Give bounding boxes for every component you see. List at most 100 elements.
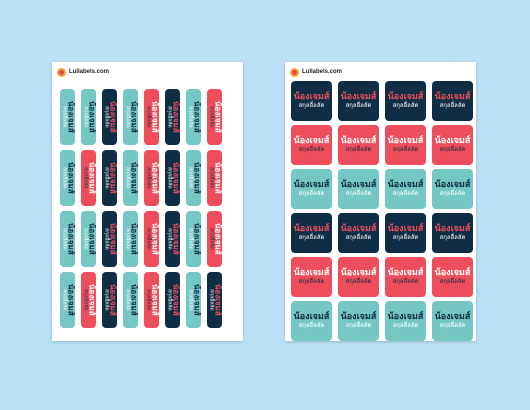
label-nickname: น้องเจมส์	[340, 92, 377, 103]
label-surname: สกุลอื่ลลัด	[165, 167, 172, 189]
label-nickname: น้องเจมส์	[293, 136, 330, 147]
name-label: น้องเจมส์ สกุลอื่ลลัด	[207, 89, 222, 145]
name-label: น้องเจมส์ สกุลอื่ลลัด	[432, 213, 473, 253]
label-nickname: น้องเจมส์	[434, 136, 471, 147]
name-label: น้องเจมส์ สกุลอื่ลลัด	[385, 213, 426, 253]
label-surname: สกุลอื่ลลัด	[207, 106, 214, 128]
name-label: น้องเจมส์ สกุลอื่ลลัด	[165, 272, 180, 328]
name-label: น้องเจมส์ สกุลอื่ลลัด	[385, 169, 426, 209]
label-surname: สกุลอื่ลลัด	[392, 277, 419, 285]
name-label: น้องเจมส์ สกุลอื่ลลัด	[338, 213, 379, 253]
name-label: น้องเจมส์ สกุลอื่ลลัด	[60, 150, 75, 206]
name-label: น้องเจมส์ สกุลอื่ลลัด	[338, 81, 379, 121]
label-nickname: น้องเจมส์	[340, 136, 377, 147]
label-nickname: น้องเจมส์	[293, 92, 330, 103]
label-surname: สกุลอื่ลลัด	[165, 228, 172, 250]
name-label: น้องเจมส์ สกุลอื่ลลัด	[338, 169, 379, 209]
label-nickname: น้องเจมส์	[293, 268, 330, 279]
label-nickname: น้องเจมส์	[434, 268, 471, 279]
brand-header: Lullabels.com	[57, 67, 109, 77]
name-label: น้องเจมส์ สกุลอื่ลลัด	[102, 150, 117, 206]
label-surname: สกุลอื่ลลัด	[392, 145, 419, 153]
square-label-grid: น้องเจมส์ สกุลอื่ลลัด น้องเจมส์ สกุลอื่ลลัด…	[291, 81, 473, 341]
sticker-sheet-vertical: Lullabels.com น้องเจมส์ สกุลอื่ลลัด น้องเจ…	[52, 62, 243, 341]
label-surname: สกุลอื่ลลัด	[345, 101, 372, 109]
label-surname: สกุลอื่ลลัด	[60, 228, 67, 250]
name-label: น้องเจมส์ สกุลอื่ลลัด	[432, 169, 473, 209]
label-surname: สกุลอื่ลลัด	[439, 321, 466, 329]
label-surname: สกุลอื่ลลัด	[81, 228, 88, 250]
label-nickname: น้องเจมส์	[340, 180, 377, 191]
label-nickname: น้องเจมส์	[340, 312, 377, 323]
label-surname: สกุลอื่ลลัด	[123, 228, 130, 250]
name-label: น้องเจมส์ สกุลอื่ลลัด	[123, 272, 138, 328]
label-surname: สกุลอื่ลลัด	[81, 289, 88, 311]
label-nickname: น้องเจมส์	[434, 312, 471, 323]
name-label: น้องเจมส์ สกุลอื่ลลัด	[338, 301, 379, 341]
label-surname: สกุลอื่ลลัด	[345, 189, 372, 197]
label-surname: สกุลอื่ลลัด	[298, 101, 325, 109]
name-label: น้องเจมส์ สกุลอื่ลลัด	[144, 211, 159, 267]
label-surname: สกุลอื่ลลัด	[345, 277, 372, 285]
name-label: น้องเจมส์ สกุลอื่ลลัด	[81, 211, 96, 267]
label-surname: สกุลอื่ลลัด	[81, 106, 88, 128]
vertical-label-grid: น้องเจมส์ สกุลอื่ลลัด น้องเจมส์ สกุลอื่ลลัด…	[60, 89, 222, 328]
label-surname: สกุลอื่ลลัด	[207, 228, 214, 250]
sticker-sheet-square: Lullabels.com น้องเจมส์ สกุลอื่ลลัด น้องเจ…	[285, 62, 476, 341]
name-label: น้องเจมส์ สกุลอื่ลลัด	[60, 89, 75, 145]
label-surname: สกุลอื่ลลัด	[298, 233, 325, 241]
label-nickname: น้องเจมส์	[387, 92, 424, 103]
label-nickname: น้องเจมส์	[387, 224, 424, 235]
name-label: น้องเจมส์ สกุลอื่ลลัด	[186, 211, 201, 267]
label-surname: สกุลอื่ลลัด	[102, 228, 109, 250]
label-surname: สกุลอื่ลลัด	[123, 106, 130, 128]
label-surname: สกุลอื่ลลัด	[81, 167, 88, 189]
brand-name: Lullabels.com	[302, 69, 343, 75]
label-surname: สกุลอื่ลลัด	[298, 145, 325, 153]
label-surname: สกุลอื่ลลัด	[144, 167, 151, 189]
label-surname: สกุลอื่ลลัด	[165, 289, 172, 311]
name-label: น้องเจมส์ สกุลอื่ลลัด	[165, 211, 180, 267]
label-surname: สกุลอื่ลลัด	[298, 189, 325, 197]
label-nickname: น้องเจมส์	[293, 224, 330, 235]
label-surname: สกุลอื่ลลัด	[102, 289, 109, 311]
label-nickname: น้องเจมส์	[340, 268, 377, 279]
name-label: น้องเจมส์ สกุลอื่ลลัด	[207, 211, 222, 267]
label-surname: สกุลอื่ลลัด	[186, 106, 193, 128]
name-label: น้องเจมส์ สกุลอื่ลลัด	[207, 272, 222, 328]
name-label: น้องเจมส์ สกุลอื่ลลัด	[102, 89, 117, 145]
name-label: น้องเจมส์ สกุลอื่ลลัด	[102, 211, 117, 267]
label-surname: สกุลอื่ลลัด	[60, 167, 67, 189]
label-nickname: น้องเจมส์	[293, 180, 330, 191]
name-label: น้องเจมส์ สกุลอื่ลลัด	[291, 257, 332, 297]
label-surname: สกุลอื่ลลัด	[186, 167, 193, 189]
label-nickname: น้องเจมส์	[434, 92, 471, 103]
brand-logo-icon	[57, 67, 66, 77]
name-label: น้องเจมส์ สกุลอื่ลลัด	[81, 89, 96, 145]
label-surname: สกุลอื่ลลัด	[186, 289, 193, 311]
label-surname: สกุลอื่ลลัด	[102, 167, 109, 189]
label-surname: สกุลอื่ลลัด	[392, 321, 419, 329]
name-label: น้องเจมส์ สกุลอื่ลลัด	[144, 272, 159, 328]
label-surname: สกุลอื่ลลัด	[392, 233, 419, 241]
name-label: น้องเจมส์ สกุลอื่ลลัด	[432, 81, 473, 121]
name-label: น้องเจมส์ สกุลอื่ลลัด	[338, 125, 379, 165]
label-nickname: น้องเจมส์	[387, 312, 424, 323]
label-nickname: น้องเจมส์	[387, 268, 424, 279]
name-label: น้องเจมส์ สกุลอื่ลลัด	[207, 150, 222, 206]
name-label: น้องเจมส์ สกุลอื่ลลัด	[338, 257, 379, 297]
label-surname: สกุลอื่ลลัด	[207, 167, 214, 189]
name-label: น้องเจมส์ สกุลอื่ลลัด	[291, 81, 332, 121]
name-label: น้องเจมส์ สกุลอื่ลลัด	[385, 125, 426, 165]
name-label: น้องเจมส์ สกุลอื่ลลัด	[186, 150, 201, 206]
label-surname: สกุลอื่ลลัด	[392, 101, 419, 109]
label-nickname: น้องเจมส์	[387, 136, 424, 147]
name-label: น้องเจมส์ สกุลอื่ลลัด	[186, 272, 201, 328]
name-label: น้องเจมส์ สกุลอื่ลลัด	[123, 89, 138, 145]
label-nickname: น้องเจมส์	[340, 224, 377, 235]
label-surname: สกุลอื่ลลัด	[186, 228, 193, 250]
label-surname: สกุลอื่ลลัด	[144, 289, 151, 311]
name-label: น้องเจมส์ สกุลอื่ลลัด	[123, 150, 138, 206]
name-label: น้องเจมส์ สกุลอื่ลลัด	[385, 301, 426, 341]
label-surname: สกุลอื่ลลัด	[345, 145, 372, 153]
